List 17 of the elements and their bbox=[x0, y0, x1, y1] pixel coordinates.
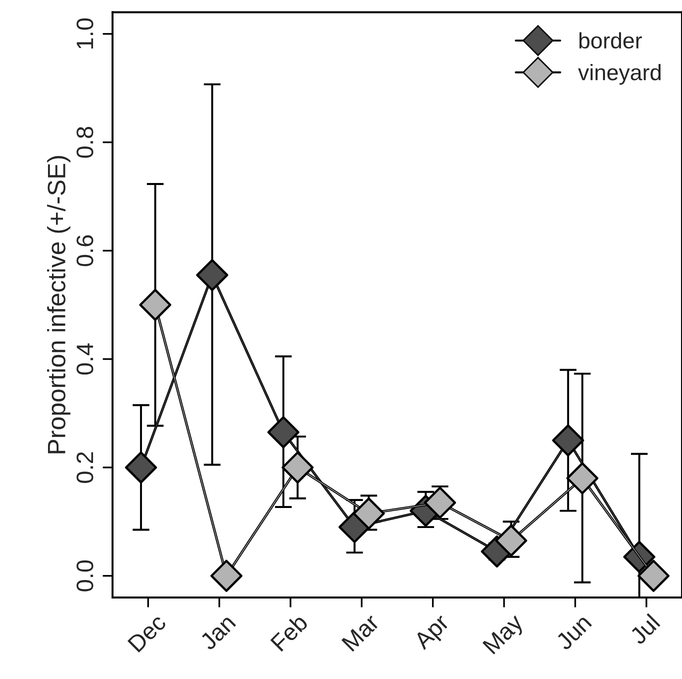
x-tick-label: Jan bbox=[198, 614, 236, 652]
x-tick-label: Jul bbox=[628, 613, 660, 646]
y-tick-label: 0.8 bbox=[76, 126, 94, 158]
x-tick-label: Dec bbox=[127, 613, 168, 653]
y-tick-label: 0.6 bbox=[76, 235, 94, 266]
x-tick-label: Jun bbox=[554, 614, 592, 652]
y-axis-title: Proportion infective (+/-SE) bbox=[47, 156, 70, 454]
y-tick-label: 1.0 bbox=[76, 18, 94, 49]
y-tick-label: 0.4 bbox=[76, 343, 94, 375]
legend-label: border bbox=[579, 32, 642, 49]
legend-label: vineyard bbox=[578, 64, 661, 85]
x-tick-label: Feb bbox=[270, 612, 309, 652]
y-tick-label: 0.0 bbox=[76, 560, 94, 592]
x-tick-label: Apr bbox=[412, 612, 454, 654]
x-tick-label: May bbox=[482, 612, 528, 658]
x-tick-label: Mar bbox=[342, 612, 380, 652]
y-tick-label: 0.2 bbox=[76, 452, 94, 483]
